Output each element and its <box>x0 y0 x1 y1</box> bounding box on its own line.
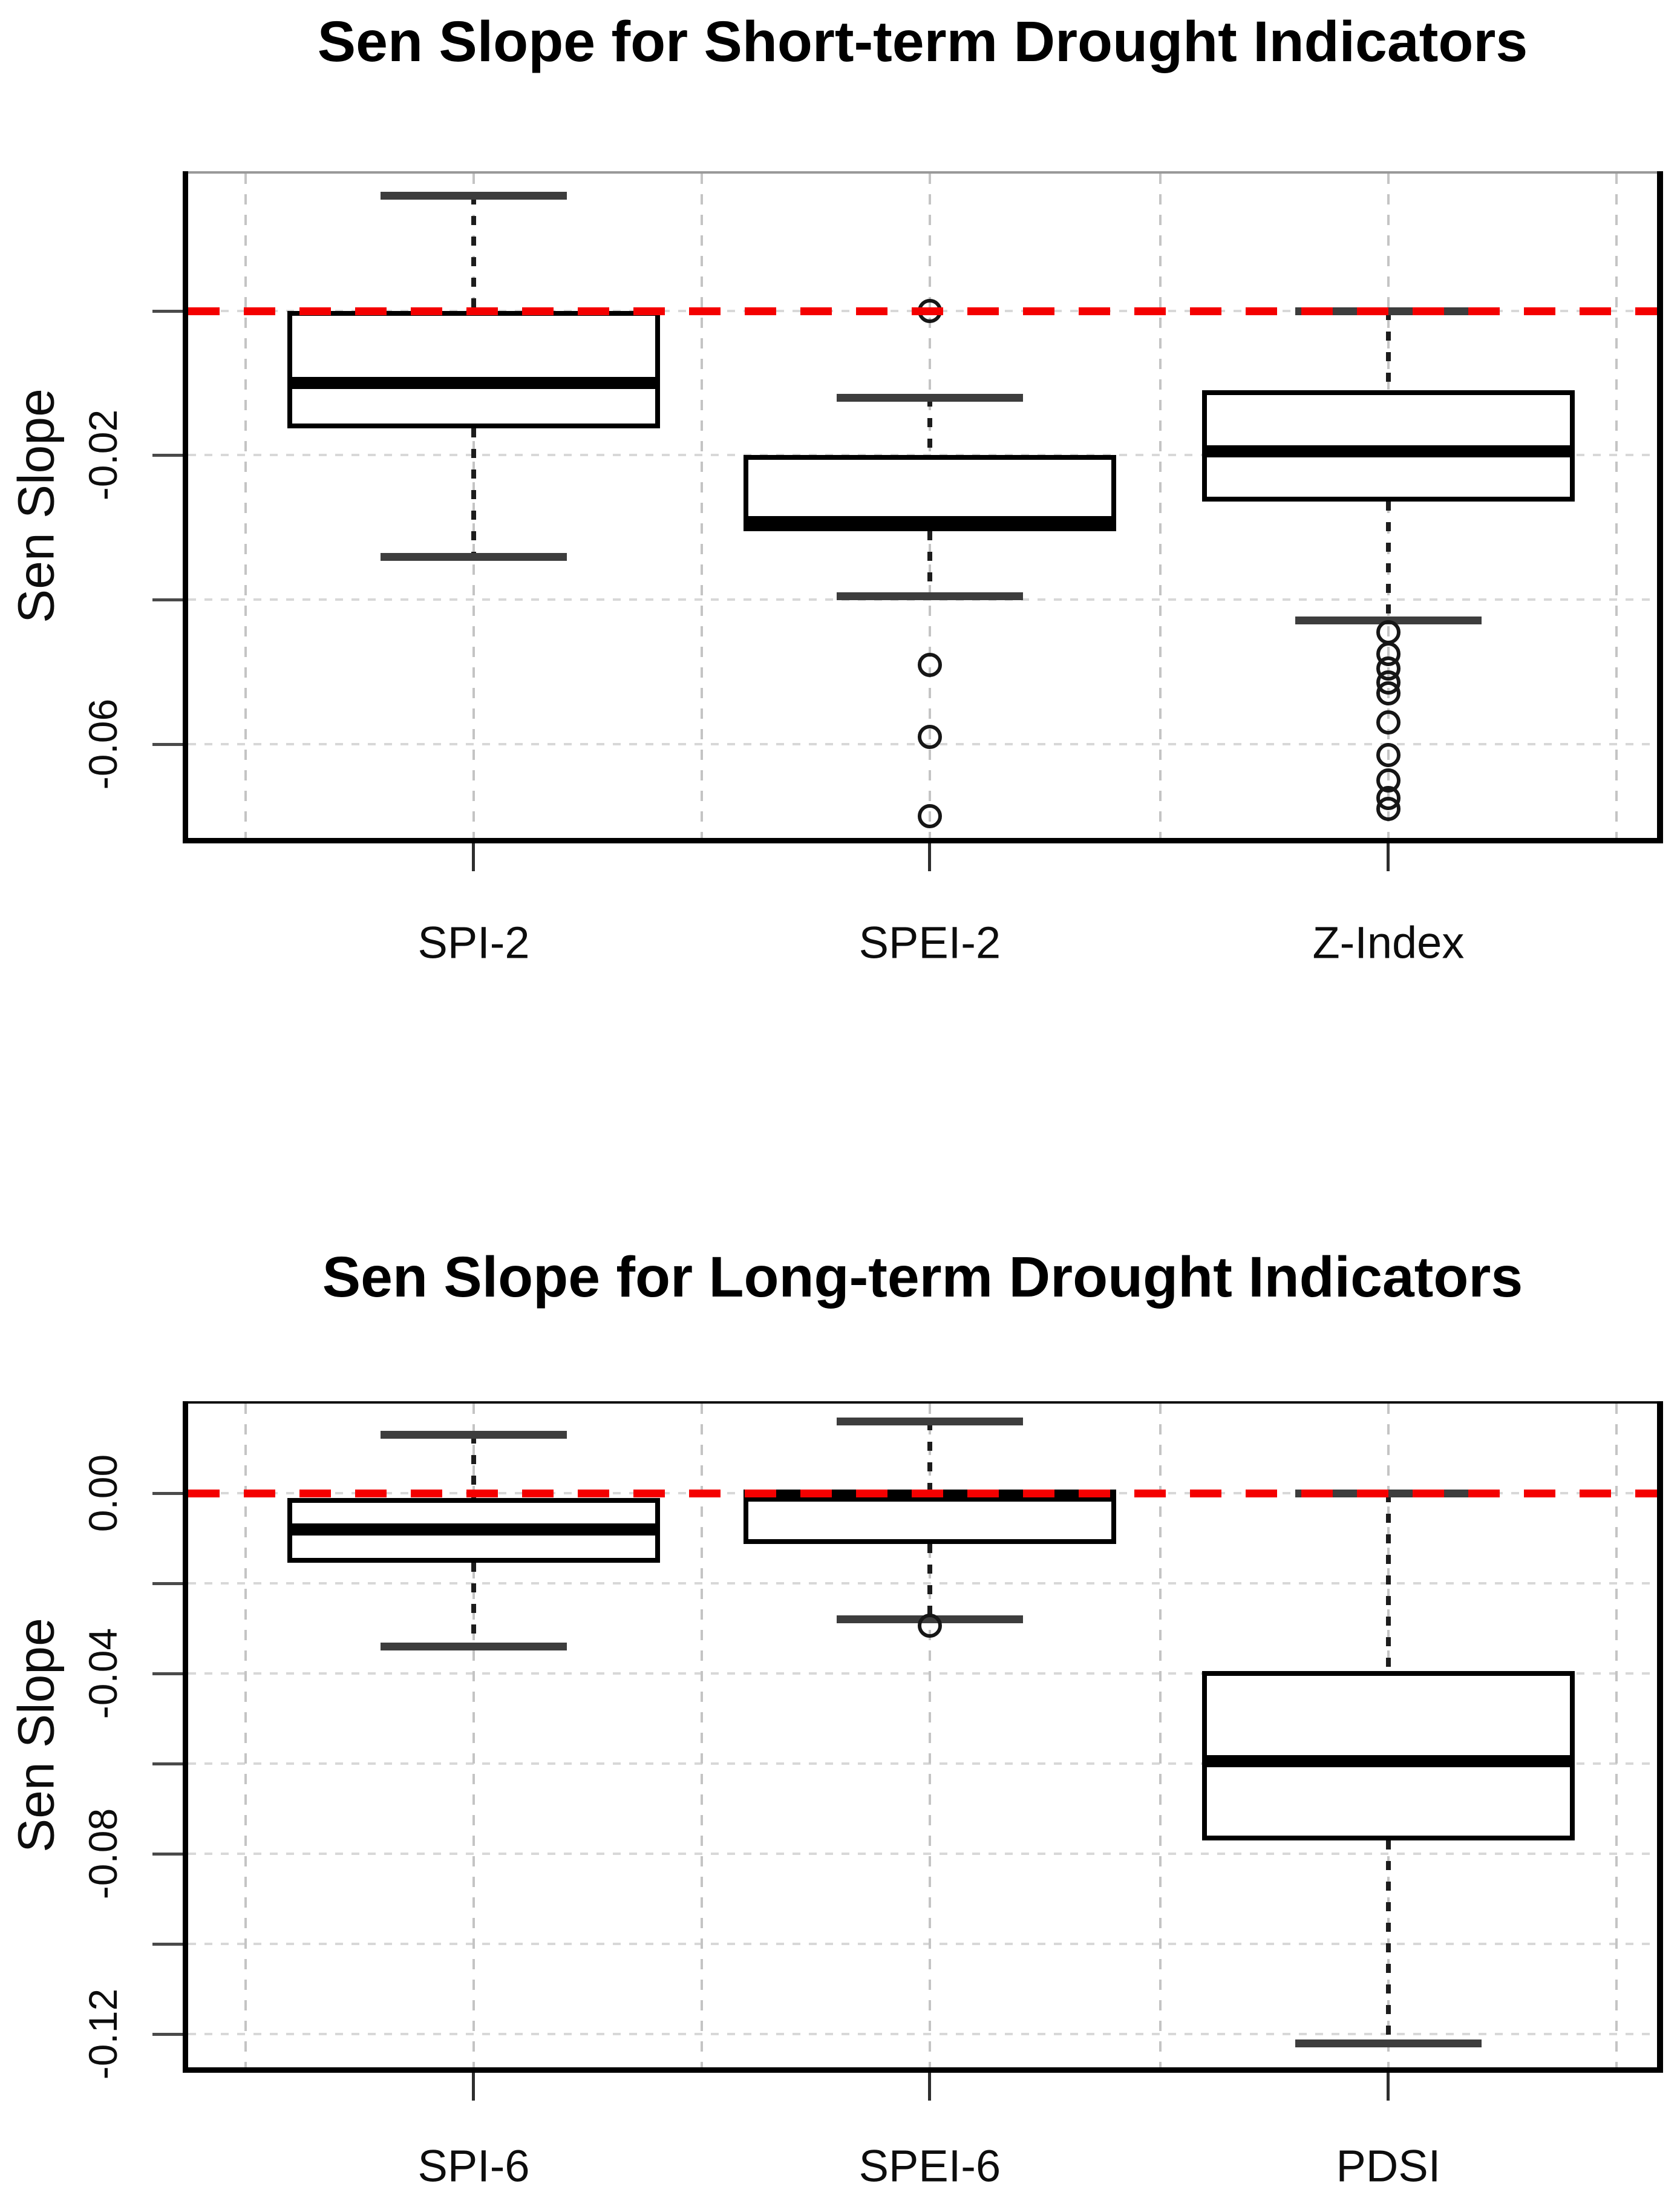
x-axis-tick <box>472 843 475 871</box>
whisker-cap <box>381 552 567 561</box>
median-line <box>1201 445 1575 458</box>
plot-border-left <box>183 171 188 843</box>
grid-line-h <box>188 1942 1657 1945</box>
y-tick-label: -0.06 <box>80 698 125 790</box>
plot-border-bottom <box>183 2067 1663 2073</box>
y-tick-label: 0.00 <box>80 1454 125 1532</box>
median-line <box>743 516 1116 529</box>
grid-line-v <box>1159 174 1162 838</box>
lower-whisker-line <box>927 1543 932 1619</box>
long-term-chart-title: Sen Slope for Long-term Drought Indicato… <box>322 1245 1523 1309</box>
x-category-label: SPI-2 <box>417 917 530 968</box>
y-axis-tick <box>152 1492 183 1496</box>
lower-whisker-line <box>927 531 932 597</box>
upper-whisker-line <box>927 1421 932 1494</box>
median-line <box>1201 1755 1575 1767</box>
y-tick-label: -0.04 <box>80 1627 125 1719</box>
lower-whisker-line <box>471 1562 476 1647</box>
zero-refline <box>188 1490 1657 1498</box>
y-axis-tick <box>152 1942 183 1946</box>
upper-whisker-line <box>927 397 932 456</box>
outlier-point <box>1376 681 1401 706</box>
outlier-point <box>917 804 942 829</box>
x-axis-tick <box>1386 2073 1390 2101</box>
x-category-label: SPEI-6 <box>858 2141 1001 2191</box>
y-tick-label: -0.02 <box>80 410 125 501</box>
outlier-point <box>1376 742 1401 767</box>
plot-border-bottom <box>183 838 1663 843</box>
outlier-point <box>1376 797 1401 822</box>
upper-whisker-line <box>471 1434 476 1498</box>
grid-line-v <box>472 1404 475 2067</box>
grid-line-h <box>188 1852 1657 1855</box>
boxplot-box <box>287 310 660 429</box>
y-axis-tick <box>152 309 183 313</box>
y-axis-tick <box>152 1762 183 1766</box>
grid-line-h <box>188 1582 1657 1585</box>
grid-line-v <box>700 1404 703 2067</box>
x-axis-tick <box>927 843 931 871</box>
upper-whisker-line <box>1385 310 1391 391</box>
whisker-cap <box>381 1431 567 1439</box>
plot-border-right <box>1657 1401 1663 2073</box>
whisker-cap <box>836 592 1023 601</box>
whisker-cap <box>836 393 1023 402</box>
lower-whisker-line <box>1385 501 1391 620</box>
y-axis-tick <box>152 1852 183 1856</box>
whisker-cap <box>1295 2039 1482 2047</box>
outlier-point <box>917 652 942 677</box>
x-axis-tick <box>927 2073 931 2101</box>
short-term-plot-area <box>188 174 1657 838</box>
grid-line-v <box>928 1404 931 2067</box>
x-category-label: SPEI-2 <box>858 917 1001 968</box>
grid-line-v <box>700 174 703 838</box>
y-tick-label: -0.12 <box>80 1988 125 2080</box>
grid-line-v <box>1615 174 1618 838</box>
lower-whisker-line <box>471 428 476 557</box>
y-tick-label: -0.08 <box>80 1808 125 1900</box>
grid-line-v <box>1615 1404 1618 2067</box>
plot-border-top <box>183 171 1663 174</box>
upper-whisker-line <box>471 195 476 311</box>
long-term-plot-area <box>188 1404 1657 2067</box>
whisker-cap <box>381 1643 567 1651</box>
outlier-point <box>1376 620 1401 644</box>
lower-whisker-line <box>1385 1840 1391 2043</box>
grid-line-v <box>244 174 247 838</box>
y-axis-tick <box>152 1672 183 1676</box>
plot-border-right <box>1657 171 1663 843</box>
y-axis-tick <box>152 454 183 457</box>
grid-line-h <box>188 1672 1657 1675</box>
grid-line-h <box>188 1762 1657 1765</box>
short-term-chart-title: Sen Slope for Short-term Drought Indicat… <box>317 10 1528 74</box>
x-category-label: PDSI <box>1336 2141 1441 2191</box>
x-axis-tick <box>1386 843 1390 871</box>
grid-line-v <box>1159 1404 1162 2067</box>
y-axis-tick <box>152 1582 183 1586</box>
whisker-cap <box>381 191 567 200</box>
x-category-label: Z-Index <box>1312 917 1465 968</box>
y-axis-tick <box>152 2032 183 2036</box>
grid-line-h <box>188 2032 1657 2035</box>
plot-border-top <box>183 1401 1663 1404</box>
median-line <box>287 377 660 390</box>
short-term-y-axis-label: Sen Slope <box>7 388 65 623</box>
zero-refline <box>188 307 1657 315</box>
plot-border-left <box>183 1401 188 2073</box>
median-line <box>287 1523 660 1536</box>
upper-whisker-line <box>1385 1493 1391 1671</box>
grid-line-v <box>244 1404 247 2067</box>
long-term-y-axis-label: Sen Slope <box>7 1618 65 1853</box>
whisker-cap <box>836 1418 1023 1426</box>
outlier-point <box>917 724 942 749</box>
y-axis-tick <box>152 742 183 746</box>
outlier-point <box>917 1614 942 1638</box>
outlier-point <box>1376 710 1401 735</box>
x-category-label: SPI-6 <box>417 2141 530 2191</box>
x-axis-tick <box>472 2073 475 2101</box>
y-axis-tick <box>152 598 183 602</box>
